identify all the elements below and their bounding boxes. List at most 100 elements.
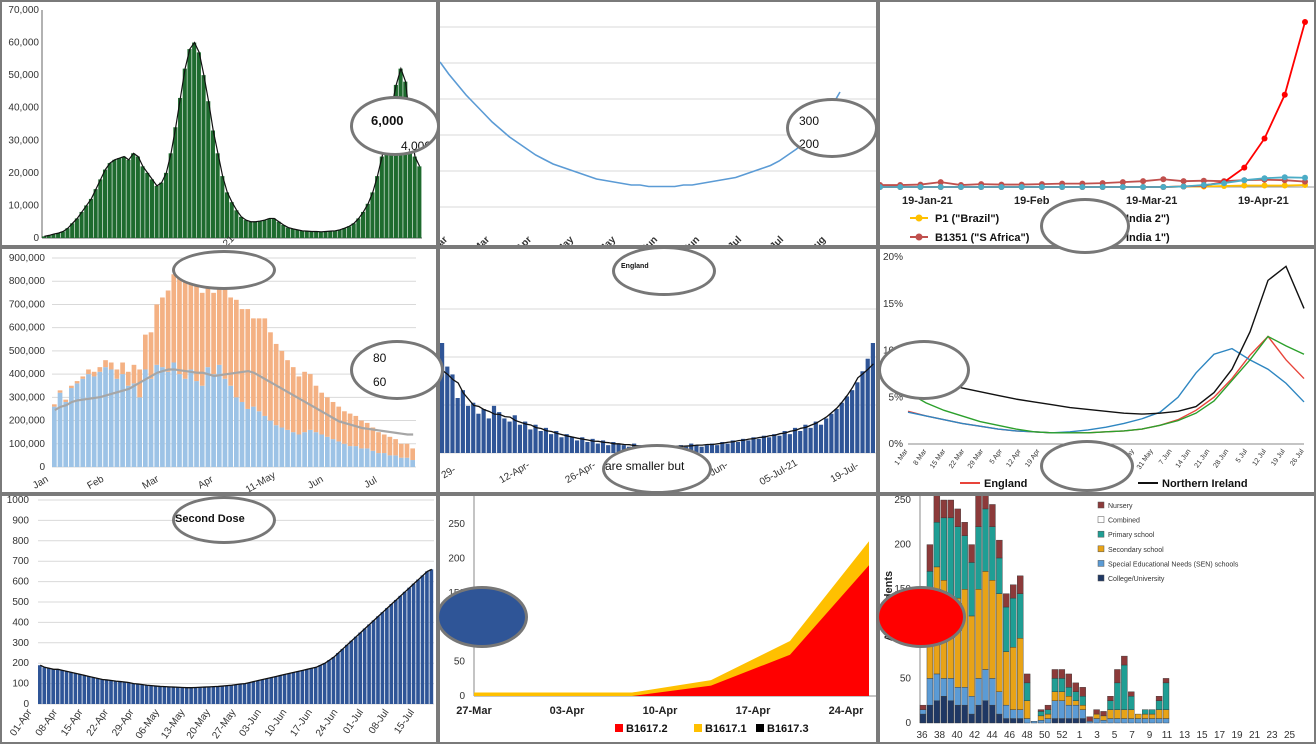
- p3-series-line: [880, 176, 1306, 188]
- p9-stack-segment: [1121, 718, 1128, 724]
- p2-xtick: 07-Jun: [630, 234, 661, 245]
- p4-second-dose-bar: [353, 415, 359, 447]
- p9-stack-segment: [1058, 700, 1066, 719]
- p9-stack-segment: [1010, 718, 1017, 724]
- p4-first-dose-bar: [211, 374, 216, 467]
- p7-xtick: 20-May: [185, 707, 213, 741]
- p7-bar: [69, 672, 73, 704]
- p8-ytick: 0: [459, 691, 465, 702]
- p7-bar: [313, 667, 318, 704]
- p5-bar: [844, 396, 850, 453]
- p3-legend-label: India 2"): [1126, 213, 1170, 225]
- p4-first-dose-bar: [285, 429, 290, 467]
- p7-bar: [420, 575, 425, 704]
- puzzle-knob-4: [172, 250, 276, 290]
- p5-bar: [829, 413, 834, 453]
- p3-point: [1160, 184, 1167, 190]
- p9-xtick: 19: [1231, 730, 1243, 741]
- p9-stack-segment: [1135, 713, 1142, 719]
- p4-first-dose-bar: [347, 446, 353, 467]
- p9-legend-swatch: [1097, 501, 1105, 509]
- p4-xtick: Jun: [306, 474, 325, 492]
- p3-point: [1281, 182, 1288, 189]
- p5-bar: [787, 434, 792, 453]
- p6-xtick: 5 Jul: [1235, 448, 1249, 464]
- p9-stack-segment: [996, 593, 1003, 692]
- p6-xtick: 14 Jun: [1175, 448, 1193, 469]
- p4-ytick: 300,000: [9, 392, 46, 403]
- p7-bar: [175, 687, 180, 704]
- p3-legend-label: B1351 ("S Africa"): [935, 232, 1030, 244]
- p7-bar: [233, 684, 238, 704]
- p3-point: [1241, 182, 1248, 189]
- knob-label-4a: 80: [373, 351, 387, 365]
- p9-stack-segment: [1114, 669, 1121, 684]
- p7-bar: [60, 670, 64, 704]
- p7-xtick: 17-Jun: [288, 707, 315, 738]
- p2-xtick: Jun: [682, 234, 702, 245]
- p9-stack-segment: [1017, 638, 1024, 710]
- p1-bar: [224, 192, 230, 238]
- p7-bar: [229, 685, 233, 704]
- p9-xtick: 25: [1284, 730, 1296, 741]
- p9-stack-segment: [1079, 709, 1086, 719]
- p9-legend-swatch: [1097, 560, 1105, 567]
- p2-xtick: Apr: [514, 234, 534, 245]
- p5-xtick: 29-: [440, 464, 458, 481]
- p4-first-dose-bar: [57, 392, 63, 467]
- p9-stack-segment: [982, 571, 989, 670]
- p1-ytick: 10,000: [8, 200, 39, 211]
- p7-xtick: 01-Jul: [341, 707, 366, 736]
- p4-second-dose-bar: [74, 381, 80, 384]
- p5-bar: [720, 442, 725, 453]
- p9-stack-segment: [1142, 718, 1149, 724]
- p9-stack-segment: [1017, 718, 1024, 724]
- p5-bar: [491, 405, 497, 453]
- p8-area-b1617-1: [474, 541, 869, 696]
- p9-xtick: 21: [1249, 730, 1261, 741]
- p4-first-dose-bar: [114, 378, 120, 467]
- p2-xtick: May: [597, 234, 619, 245]
- p1-bar: [370, 192, 375, 238]
- p4-first-dose-bar: [336, 441, 342, 467]
- p1-bar: [257, 221, 262, 238]
- p5-bar: [855, 382, 860, 453]
- p1-bar: [173, 127, 178, 238]
- p9-stack-segment: [1037, 720, 1045, 724]
- p7-bar: [104, 679, 109, 704]
- p5-bar: [782, 431, 787, 453]
- p9-stack-segment: [1051, 718, 1059, 724]
- puzzle-knob-1: 6,000 4,000: [350, 96, 440, 156]
- p9-stack-segment: [982, 700, 989, 724]
- p7-bar: [260, 679, 265, 704]
- p6-xtick: 12 Jul: [1251, 448, 1268, 468]
- p4-second-dose-bar: [199, 292, 205, 386]
- p9-stack-segment: [996, 539, 1003, 559]
- p7-ytick: 400: [12, 617, 29, 628]
- p7-bar: [269, 677, 274, 704]
- p6-ytick: 20%: [883, 252, 903, 263]
- p9-stack-segment: [1030, 721, 1038, 724]
- knob-label-1: 6,000: [371, 113, 404, 128]
- p8-xtick: 17-Apr: [736, 705, 772, 717]
- p4-first-dose-bar: [97, 371, 103, 467]
- p9-stack-segment: [1155, 718, 1163, 724]
- p9-stack-segment: [989, 504, 996, 527]
- p4-second-dose-bar: [182, 274, 188, 379]
- p1-bar: [412, 156, 417, 238]
- p1-bar: [196, 52, 201, 238]
- p4-second-dose-bar: [296, 376, 302, 435]
- p9-stack-segment: [1148, 713, 1156, 719]
- p3-point: [1119, 179, 1126, 186]
- p7-bar: [64, 671, 69, 704]
- p7-xtick: 08-Jul: [367, 707, 392, 736]
- p7-bar: [118, 681, 122, 704]
- p4-second-dose-bar: [91, 371, 97, 377]
- p4-second-dose-bar: [290, 367, 296, 433]
- p4-first-dose-bar: [251, 406, 256, 467]
- p4-second-dose-bar: [228, 297, 233, 386]
- p3-point: [1119, 184, 1126, 190]
- p5-bar: [751, 437, 756, 453]
- p5-bar: [502, 418, 507, 453]
- p9-stack-segment: [1044, 713, 1052, 719]
